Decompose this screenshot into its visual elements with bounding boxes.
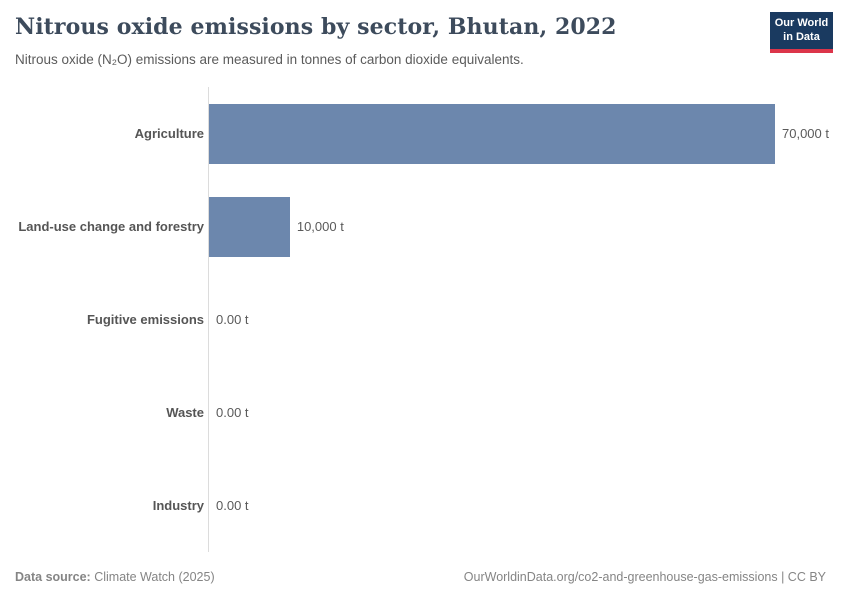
- category-label: Agriculture: [134, 125, 204, 141]
- row-plot-area: 0.00 t: [208, 459, 850, 552]
- chart-title: Nitrous oxide emissions by sector, Bhuta…: [15, 14, 617, 40]
- chart-row: Waste 0.00 t: [0, 366, 850, 459]
- owid-logo-line1: Our World: [774, 17, 829, 29]
- chart-rows: Agriculture 70,000 t Land-use change and f…: [0, 87, 850, 552]
- value-label: 70,000 t: [782, 126, 829, 141]
- chart-row: Land-use change and forestry 10,000 t: [0, 180, 850, 273]
- value-label: 0.00 t: [216, 405, 249, 420]
- category-label: Fugitive emissions: [86, 311, 204, 327]
- data-source-value: Climate Watch (2025): [90, 570, 215, 584]
- row-plot-area: 0.00 t: [208, 273, 850, 366]
- chart-row: Industry 0.00 t: [0, 459, 850, 552]
- chart-row: Agriculture 70,000 t: [0, 87, 850, 180]
- value-label: 0.00 t: [216, 498, 249, 513]
- category-label: Waste: [166, 404, 204, 420]
- row-plot-area: 70,000 t: [208, 87, 850, 180]
- chart-row: Fugitive emissions 0.00 t: [0, 273, 850, 366]
- category-label: Land-use change and forestry: [18, 218, 204, 234]
- owid-logo-line2: in Data: [783, 31, 820, 44]
- data-source-label: Data source:: [15, 570, 91, 584]
- row-plot-area: 0.00 t: [208, 366, 850, 459]
- chart-subtitle: Nitrous oxide (N₂O) emissions are measur…: [15, 52, 524, 67]
- category-label: Industry: [152, 497, 204, 513]
- data-source-note: Data source: Climate Watch (2025): [15, 570, 215, 584]
- footer-link[interactable]: OurWorldinData.org/co2-and-greenhouse-ga…: [463, 570, 826, 584]
- chart-plot-area: Agriculture 70,000 t Land-use change and f…: [0, 87, 850, 552]
- value-label: 0.00 t: [216, 312, 249, 327]
- value-label: 10,000 t: [296, 219, 344, 234]
- bar[interactable]: [209, 196, 290, 257]
- chart-footer: Data source: Climate Watch (2025) OurWor…: [15, 570, 826, 584]
- bar[interactable]: [209, 103, 775, 164]
- row-plot-area: 10,000 t: [208, 180, 850, 273]
- owid-logo[interactable]: Our World in Data: [770, 12, 833, 53]
